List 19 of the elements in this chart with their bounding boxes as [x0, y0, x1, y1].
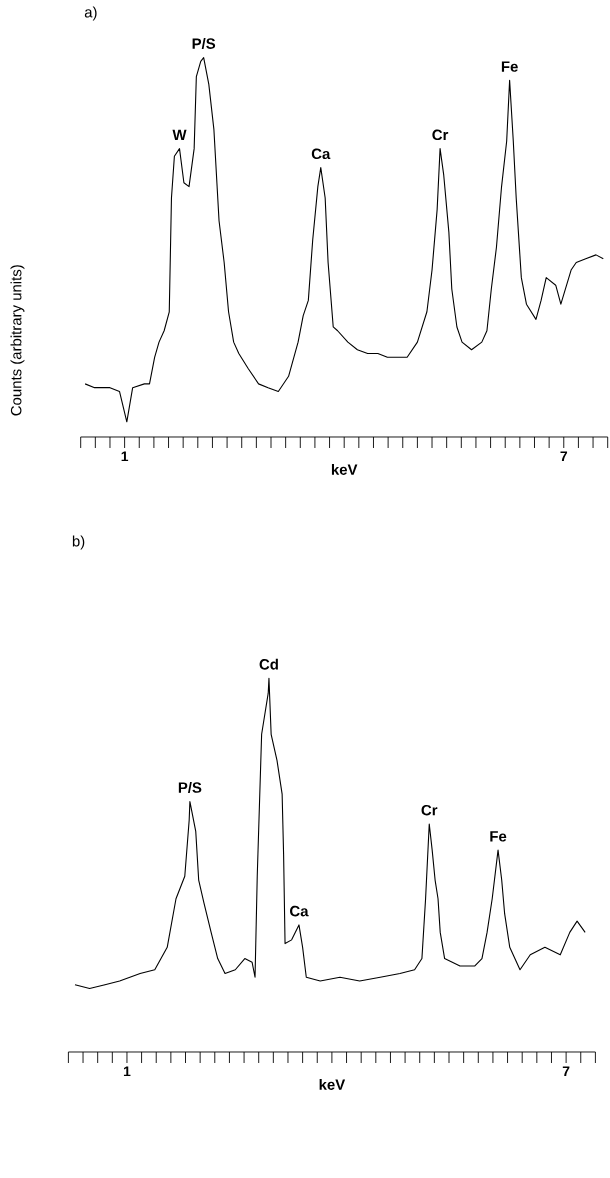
chart-title: b) — [72, 535, 85, 550]
x-tick-label: 1 — [121, 451, 129, 462]
annotation: W — [172, 129, 187, 141]
y-axis-title: Counts (arbitrary units) — [10, 265, 25, 416]
annotation: Fe — [501, 61, 518, 72]
annotation: P/S — [178, 781, 202, 794]
x-tick-label: 7 — [562, 1066, 570, 1077]
annotation: Ca — [311, 148, 331, 160]
x-tick-label: 1 — [123, 1066, 131, 1077]
x-tick-label: 7 — [560, 451, 568, 462]
x-axis-title: keV — [319, 1078, 346, 1090]
chart-title: a) — [84, 6, 97, 21]
annotation: Ca — [290, 905, 309, 917]
annotation: Cr — [432, 129, 449, 141]
x-axis-title: keV — [331, 463, 358, 475]
annotation: Cr — [421, 804, 438, 816]
annotation: Cd — [259, 658, 278, 670]
annotation: Fe — [490, 831, 507, 842]
annotation: P/S — [192, 37, 216, 50]
